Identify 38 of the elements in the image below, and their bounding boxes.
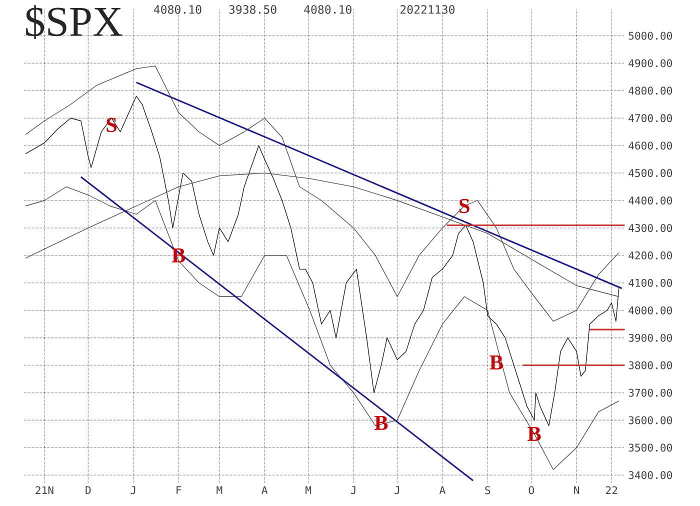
y-tick-label: 3700.00 xyxy=(628,388,672,397)
x-tick-label: O xyxy=(528,486,534,494)
x-tick-label: J xyxy=(350,486,356,494)
x-tick-label: A xyxy=(439,486,446,494)
y-tick-label: 4000.00 xyxy=(628,306,672,314)
y-tick-label: 4400.00 xyxy=(628,196,672,205)
x-tick-label: J xyxy=(130,486,136,494)
annotation: 4080.10 xyxy=(154,5,202,14)
y-tick-label: 3600.00 xyxy=(628,416,672,424)
y-tick-label: 4100.00 xyxy=(628,278,672,287)
y-tick-label: 4700.00 xyxy=(628,114,672,122)
annotation: 4080.10 xyxy=(304,5,352,14)
x-tick-label: 21N xyxy=(36,486,54,494)
line-series xyxy=(25,66,620,322)
y-tick-label: 4900.00 xyxy=(628,59,672,68)
x-tick-label: A xyxy=(262,486,268,494)
x-tick-label: F xyxy=(176,486,182,494)
y-tick-label: 4500.00 xyxy=(628,169,672,178)
annotation: S xyxy=(106,118,117,132)
y-tick-label: 3500.00 xyxy=(628,444,672,452)
x-tick-label: D xyxy=(86,486,91,494)
y-tick-label: 3900.00 xyxy=(628,334,672,342)
x-tick-label: M xyxy=(306,486,312,494)
y-tick-label: 4300.00 xyxy=(628,224,672,232)
y-tick-label: 4800.00 xyxy=(628,86,672,95)
y-tick-label: 3400.00 xyxy=(628,471,672,480)
y-tick-label: 4600.00 xyxy=(628,142,672,150)
chart-title: $SPX xyxy=(26,5,122,39)
annotation: 3938.50 xyxy=(229,5,276,14)
y-tick-label: 3800.00 xyxy=(628,361,672,370)
y-tick-label: 5000.00 xyxy=(628,32,672,40)
x-tick-label: N xyxy=(574,486,580,494)
y-tick-label: 4200.00 xyxy=(628,251,672,260)
x-tick-label: J xyxy=(394,486,400,494)
annotation: 20221130 xyxy=(400,5,454,14)
x-tick-label: S xyxy=(485,486,490,494)
x-tick-label: M xyxy=(216,486,222,494)
x-tick-label: 22 xyxy=(606,486,618,494)
